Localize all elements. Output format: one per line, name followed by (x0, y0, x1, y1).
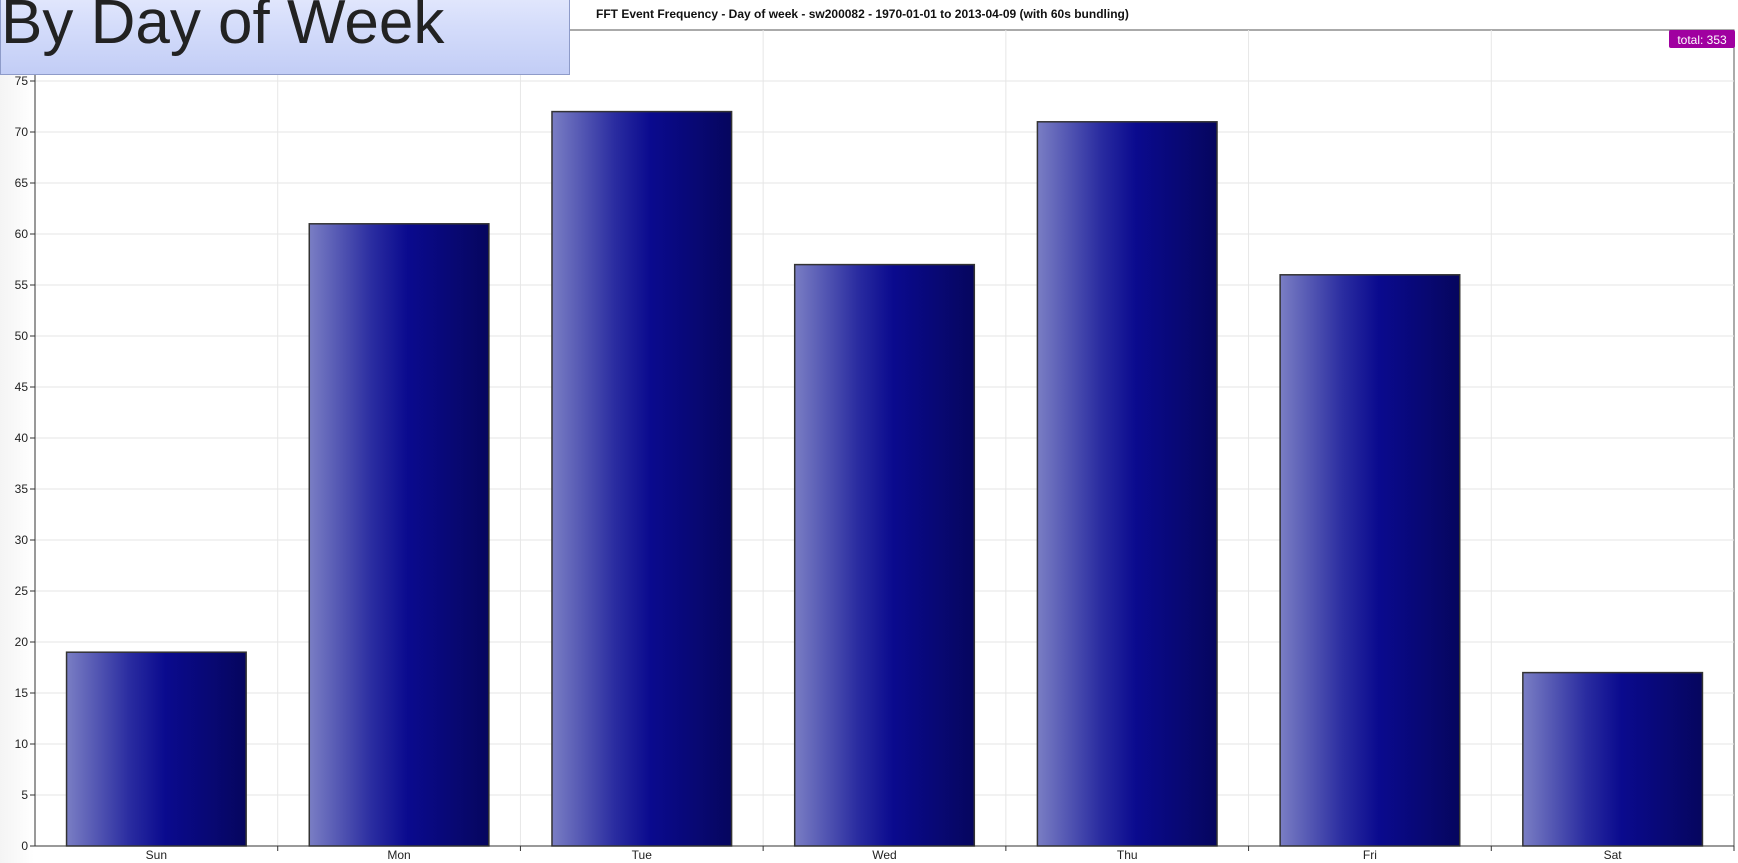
bar-thu (1036, 121, 1218, 847)
bars (65, 110, 1704, 847)
y-tick-label: 55 (15, 278, 29, 292)
y-tick-label: 10 (15, 737, 29, 751)
y-tick-label: 30 (15, 533, 29, 547)
y-tick-label: 5 (21, 788, 28, 802)
x-tick-label: Fri (1363, 848, 1377, 862)
y-tick-label: 40 (15, 431, 29, 445)
total-badge-label: total: 353 (1677, 33, 1727, 47)
total-badge-bg (1669, 30, 1735, 48)
y-tick-label: 70 (15, 125, 29, 139)
bar-sat (1522, 671, 1704, 847)
y-tick-label: 15 (15, 686, 29, 700)
y-tick-label: 75 (15, 74, 29, 88)
x-tick-label: Tue (632, 848, 653, 862)
x-tick-label: Wed (872, 848, 896, 862)
chart-title: FFT Event Frequency - Day of week - sw20… (596, 7, 1129, 21)
y-tick-label: 50 (15, 329, 29, 343)
slide-title: By Day of Week (0, 0, 570, 75)
y-tick-label: 60 (15, 227, 29, 241)
x-tick-label: Sun (146, 848, 167, 862)
y-tick-label: 20 (15, 635, 29, 649)
bar-wed (793, 263, 976, 847)
axes: 0 5 10 15 20 25 30 35 40 45 50 55 60 65 70 75 Sun Mon Tue W… (15, 30, 1735, 862)
total-badge: total: 353 (1669, 30, 1735, 48)
y-tick-label: 45 (15, 380, 29, 394)
bar-mon (308, 223, 490, 847)
y-tick-label: 0 (21, 839, 28, 853)
slide-left-strip (0, 0, 34, 863)
y-tick-label: 35 (15, 482, 29, 496)
y-tick-label: 25 (15, 584, 29, 598)
y-tick-label: 65 (15, 176, 29, 190)
x-tick-label: Sat (1604, 848, 1623, 862)
x-tick-label: Mon (387, 848, 410, 862)
bar-fri (1279, 274, 1461, 847)
bar-sun (65, 651, 247, 847)
bar-tue (551, 110, 733, 847)
x-tick-label: Thu (1117, 848, 1138, 862)
